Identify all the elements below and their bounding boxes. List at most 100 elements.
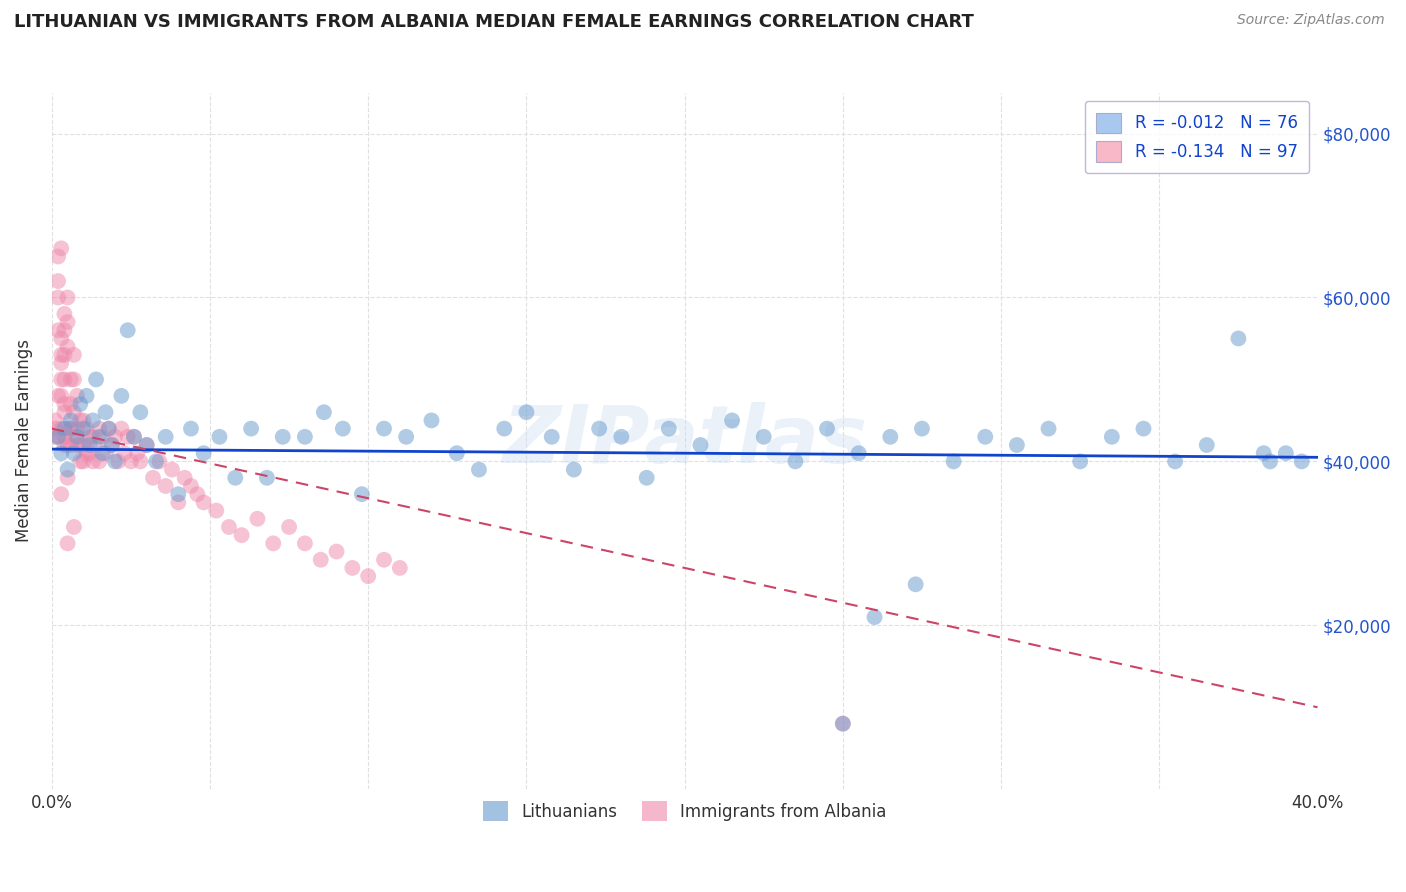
Point — [56, 471, 79, 485]
Point — [56, 536, 79, 550]
Text: Source: ZipAtlas.com: Source: ZipAtlas.com — [1237, 13, 1385, 28]
Point — [53, 372, 76, 386]
Point — [69, 413, 91, 427]
Point — [173, 471, 195, 485]
Point — [53, 323, 76, 337]
Point — [89, 430, 111, 444]
Point — [84, 438, 107, 452]
Point — [59, 422, 82, 436]
Point — [294, 536, 316, 550]
Point — [53, 438, 76, 452]
Point — [863, 610, 886, 624]
Point — [91, 430, 114, 444]
Point — [180, 422, 202, 436]
Point — [1101, 430, 1123, 444]
Point — [59, 422, 82, 436]
Point — [911, 422, 934, 436]
Point — [69, 438, 91, 452]
Point — [562, 462, 585, 476]
Point — [142, 471, 165, 485]
Point — [785, 454, 807, 468]
Point — [1253, 446, 1275, 460]
Point — [294, 430, 316, 444]
Point — [51, 372, 73, 386]
Point — [831, 716, 853, 731]
Point — [46, 430, 69, 444]
Point — [129, 405, 152, 419]
Point — [468, 462, 491, 476]
Point — [56, 462, 79, 476]
Point — [256, 471, 278, 485]
Point — [129, 454, 152, 468]
Point — [89, 422, 111, 436]
Point — [51, 348, 73, 362]
Point — [848, 446, 870, 460]
Point — [1195, 438, 1218, 452]
Point — [69, 397, 91, 411]
Point — [879, 430, 901, 444]
Point — [218, 520, 240, 534]
Point — [97, 422, 120, 436]
Point — [117, 323, 139, 337]
Point — [231, 528, 253, 542]
Point — [56, 340, 79, 354]
Point — [114, 446, 136, 460]
Point — [79, 438, 101, 452]
Point — [135, 438, 157, 452]
Point — [420, 413, 443, 427]
Point — [395, 430, 418, 444]
Point — [540, 430, 562, 444]
Point — [63, 520, 86, 534]
Point — [82, 430, 104, 444]
Point — [46, 323, 69, 337]
Point — [94, 446, 117, 460]
Point — [110, 389, 132, 403]
Point — [309, 553, 332, 567]
Point — [76, 422, 98, 436]
Point — [588, 422, 610, 436]
Point — [122, 430, 145, 444]
Point — [135, 438, 157, 452]
Point — [104, 430, 127, 444]
Point — [373, 553, 395, 567]
Point — [104, 454, 127, 468]
Point — [51, 389, 73, 403]
Point — [59, 413, 82, 427]
Point — [63, 348, 86, 362]
Point — [167, 487, 190, 501]
Point — [63, 446, 86, 460]
Point — [101, 438, 124, 452]
Point — [1164, 454, 1187, 468]
Point — [76, 446, 98, 460]
Point — [208, 430, 231, 444]
Point — [72, 422, 94, 436]
Point — [278, 520, 301, 534]
Point — [721, 413, 744, 427]
Point — [160, 462, 183, 476]
Point — [97, 422, 120, 436]
Point — [1069, 454, 1091, 468]
Point — [1227, 331, 1250, 345]
Point — [76, 389, 98, 403]
Point — [1132, 422, 1154, 436]
Point — [246, 512, 269, 526]
Point — [89, 454, 111, 468]
Point — [262, 536, 284, 550]
Point — [53, 348, 76, 362]
Point — [51, 446, 73, 460]
Point — [59, 438, 82, 452]
Point — [46, 250, 69, 264]
Point — [63, 430, 86, 444]
Point — [815, 422, 838, 436]
Point — [1291, 454, 1313, 468]
Point — [44, 422, 66, 436]
Point — [974, 430, 997, 444]
Point — [752, 430, 775, 444]
Point — [145, 454, 167, 468]
Point — [120, 454, 142, 468]
Point — [51, 331, 73, 345]
Point — [117, 430, 139, 444]
Point — [342, 561, 364, 575]
Legend: Lithuanians, Immigrants from Albania: Lithuanians, Immigrants from Albania — [471, 789, 898, 833]
Point — [51, 422, 73, 436]
